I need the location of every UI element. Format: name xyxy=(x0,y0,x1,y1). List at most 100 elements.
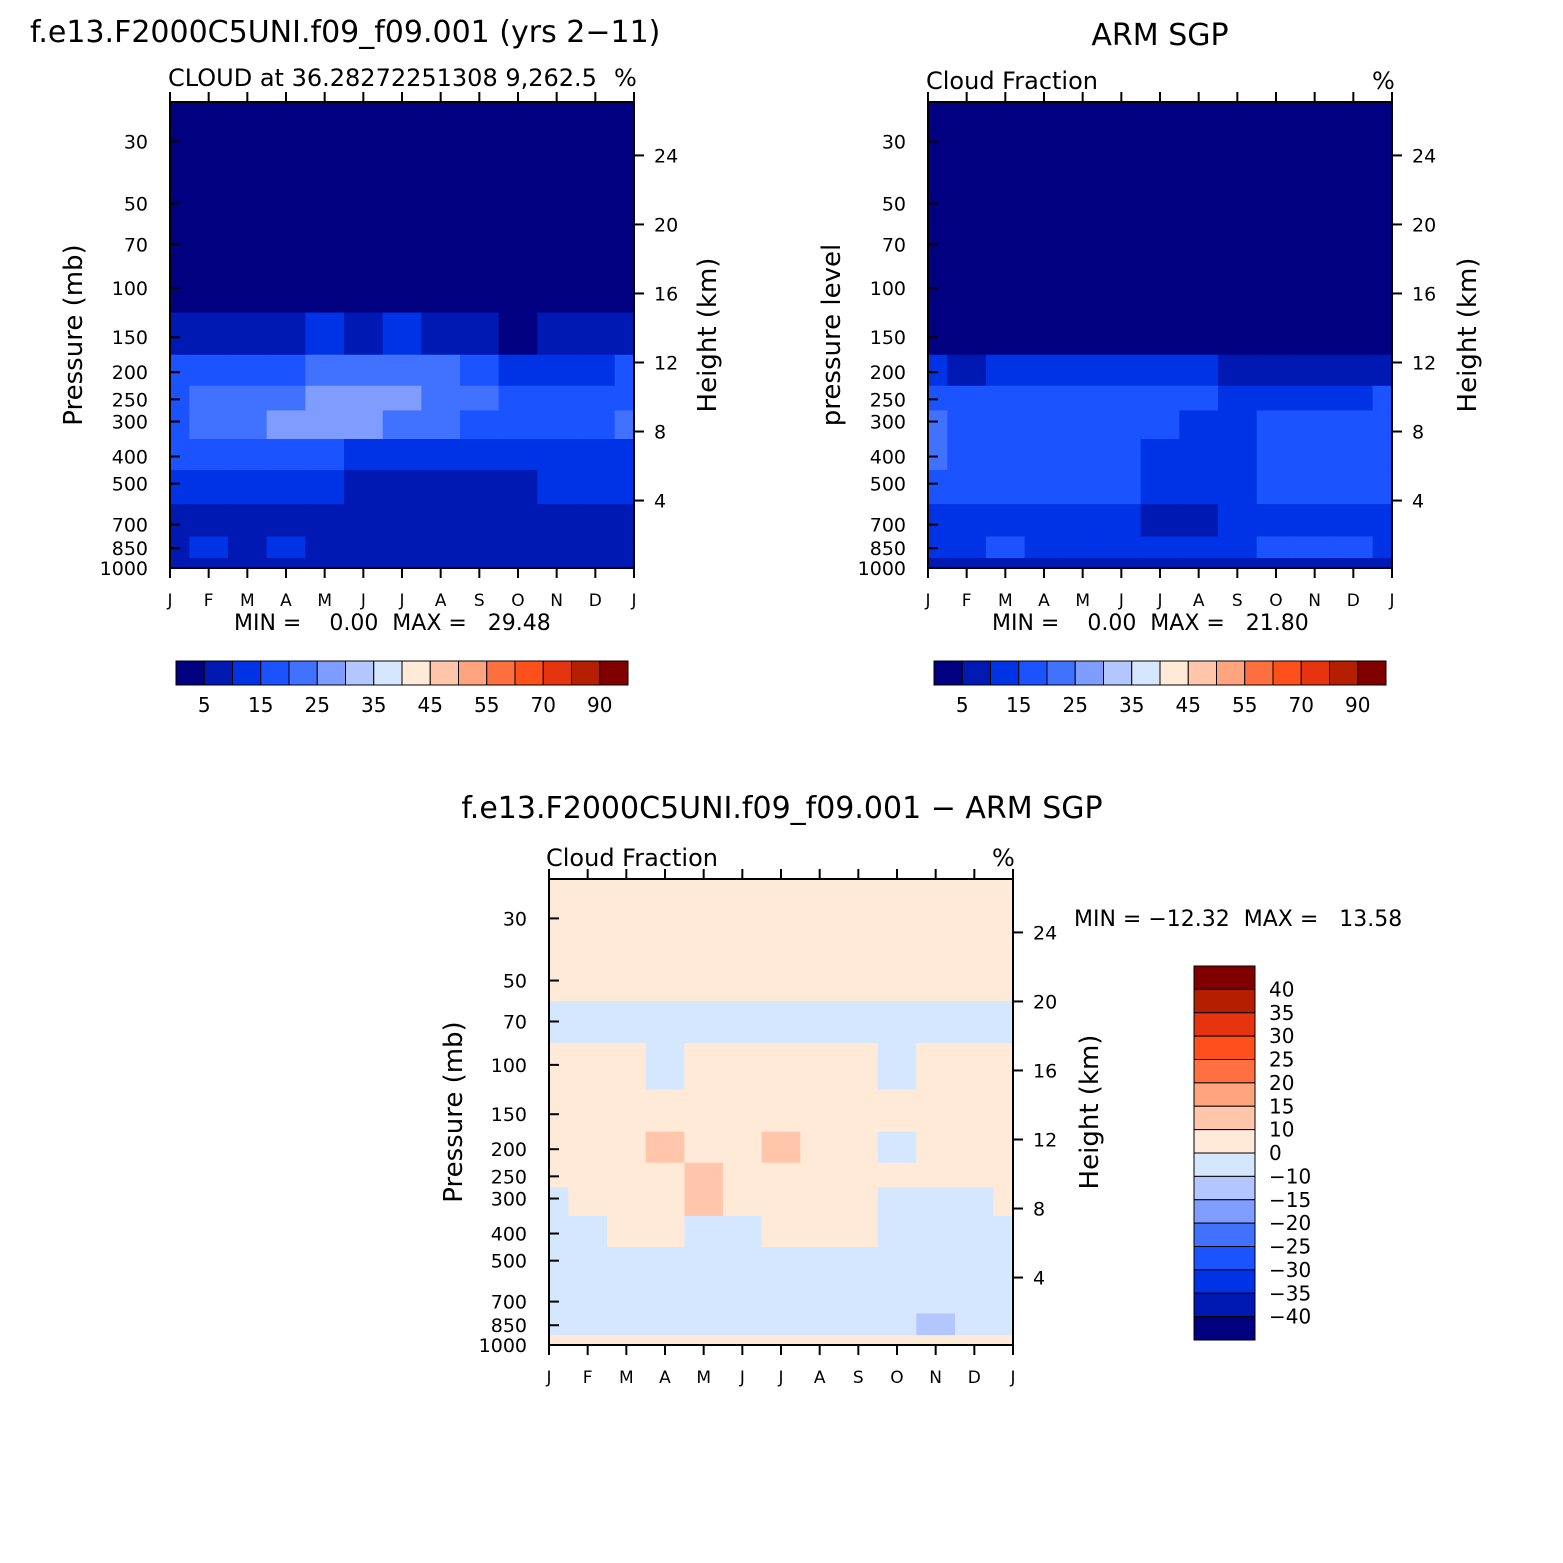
heatmap-cell xyxy=(576,102,616,174)
heatmap-cell xyxy=(1372,224,1393,267)
heatmap-cell xyxy=(460,504,500,538)
heatmap-cell xyxy=(928,504,948,538)
heatmap-cell xyxy=(498,504,538,538)
heatmap-cell xyxy=(645,1131,685,1164)
heatmap-cell xyxy=(305,439,345,471)
heatmap-cell xyxy=(800,1162,840,1189)
heatmap-cell xyxy=(460,410,500,440)
x-tick-label: S xyxy=(474,591,485,611)
heatmap-cell xyxy=(421,470,461,505)
heatmap-cell xyxy=(614,172,635,225)
heatmap-cell xyxy=(344,266,384,314)
colorbar-label: 10 xyxy=(1269,1118,1294,1142)
heatmap-cell xyxy=(986,172,1026,225)
heatmap-cell xyxy=(645,1162,685,1189)
panel-obs-colorbar: 5 15 25 35 45 55 70 90 xyxy=(933,660,1387,717)
heatmap-cell xyxy=(1063,385,1103,412)
heatmap-cell xyxy=(761,1043,801,1091)
heatmap-cell xyxy=(916,949,956,1002)
heatmap-cell xyxy=(421,504,461,538)
heatmap-cell xyxy=(800,949,840,1002)
colorbar-swatch xyxy=(1018,660,1048,686)
heatmap-cell xyxy=(228,439,268,471)
x-tick-label: J xyxy=(739,1368,745,1388)
heatmap-cell xyxy=(947,470,987,505)
colorbar-swatch xyxy=(1187,660,1217,686)
heatmap-cell xyxy=(1256,470,1296,505)
heatmap-cell xyxy=(189,312,229,356)
heatmap-cell xyxy=(877,879,917,951)
heatmap-cell xyxy=(916,1335,956,1346)
colorbar-label: 15 xyxy=(248,693,273,717)
panel-model-ylabel-right: Height (km) xyxy=(693,258,723,413)
heatmap-cell xyxy=(228,536,268,559)
heatmap-cell xyxy=(607,1281,647,1315)
heatmap-cell xyxy=(1295,224,1335,267)
heatmap-cell xyxy=(344,354,384,387)
colorbar-swatch xyxy=(1159,660,1189,686)
heatmap-cell xyxy=(1179,224,1219,267)
heatmap-cell xyxy=(228,470,268,505)
heatmap-cell xyxy=(1372,266,1393,314)
heatmap-cell xyxy=(1218,558,1258,569)
y-right-tick-label: 8 xyxy=(1033,1199,1045,1221)
y-right-tick-label: 24 xyxy=(1033,922,1057,944)
heatmap-cell xyxy=(761,1313,801,1336)
heatmap-cell xyxy=(947,224,987,267)
heatmap-cell xyxy=(189,410,229,440)
heatmap-cell xyxy=(421,172,461,225)
panel-obs-title: ARM SGP xyxy=(1091,18,1228,53)
heatmap-cell xyxy=(1295,504,1335,538)
heatmap-cell xyxy=(723,1001,763,1044)
heatmap-cell xyxy=(537,172,577,225)
heatmap-cell xyxy=(947,558,987,569)
heatmap-cell xyxy=(955,1247,995,1282)
heatmap-cell xyxy=(684,1247,724,1282)
x-tick-label: D xyxy=(1347,591,1360,611)
x-tick-label: M xyxy=(240,591,255,611)
heatmap-cell xyxy=(568,1247,608,1282)
colorbar-swatch xyxy=(401,660,431,686)
heatmap-cell xyxy=(189,102,229,174)
heatmap-cell xyxy=(266,536,306,559)
heatmap-cell xyxy=(1024,224,1064,267)
heatmap-cell xyxy=(189,172,229,225)
heatmap-cell xyxy=(877,949,917,1002)
heatmap-cell xyxy=(684,1089,724,1133)
heatmap-cell xyxy=(1024,536,1064,559)
y-right-tick-label: 8 xyxy=(654,422,666,444)
heatmap-cell xyxy=(614,354,635,387)
colorbar-label: 20 xyxy=(1269,1071,1294,1095)
heatmap-cell xyxy=(986,504,1026,538)
heatmap-cell xyxy=(839,1089,879,1133)
heatmap-cell xyxy=(986,536,1026,559)
heatmap-cell xyxy=(800,1335,840,1346)
x-tick-label: A xyxy=(435,591,447,611)
heatmap-cell xyxy=(382,312,422,356)
heatmap-cell xyxy=(993,1313,1014,1336)
heatmap-cell xyxy=(928,470,948,505)
heatmap-cell xyxy=(1256,354,1296,387)
heatmap-cell xyxy=(1140,470,1180,505)
heatmap-cell xyxy=(1179,312,1219,356)
heatmap-cell xyxy=(947,354,987,387)
heatmap-cell xyxy=(723,1162,763,1189)
heatmap-cell xyxy=(228,504,268,538)
heatmap-cell xyxy=(947,172,987,225)
heatmap-cell xyxy=(189,504,229,538)
heatmap-cell xyxy=(305,354,345,387)
heatmap-cell xyxy=(684,1335,724,1346)
y-tick-label: 1000 xyxy=(858,558,906,580)
heatmap-cell xyxy=(645,1335,685,1346)
panel-model: f.e13.F2000C5UNI.f09_f09.001 (yrs 2−11) … xyxy=(30,15,723,717)
y-tick-label: 50 xyxy=(124,194,148,216)
colorbar-swatch xyxy=(1272,660,1302,686)
panel-model-left-string: CLOUD at 36.28272251308 9,262.5 xyxy=(168,64,597,92)
x-tick-label: A xyxy=(1038,591,1050,611)
heatmap-cell xyxy=(955,1313,995,1336)
heatmap-cell xyxy=(1334,470,1374,505)
heatmap-cell xyxy=(839,1247,879,1282)
heatmap-cell xyxy=(382,102,422,174)
heatmap-cell xyxy=(421,354,461,387)
heatmap-cell xyxy=(1024,354,1064,387)
